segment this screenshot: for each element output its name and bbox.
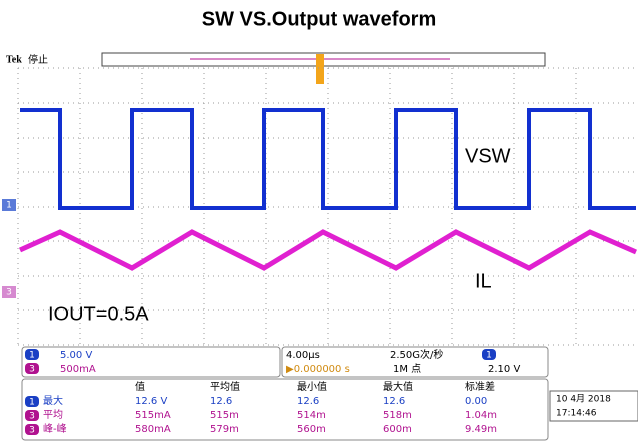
trigger-marker: [316, 54, 324, 84]
trig-level: 2.10 V: [488, 364, 520, 375]
column-header: 值: [135, 380, 145, 393]
row-name: 峰-峰: [43, 423, 67, 435]
timebase: 4.00µs: [286, 350, 320, 361]
date: 10 4月 2018: [556, 394, 611, 405]
cell: 12.6 V: [135, 396, 167, 407]
iout-label: IOUT=0.5A: [48, 303, 149, 325]
cell: 600m: [383, 424, 412, 435]
cell: 12.6: [210, 396, 232, 407]
ch3-scale: 500mA: [60, 364, 96, 375]
column-header: 标准差: [465, 380, 495, 393]
cell: 514m: [297, 410, 326, 421]
page: SW VS.Output waveform Tek 停止 1 3 VSW IL …: [0, 0, 638, 441]
ch1-badge-label: 1: [29, 351, 35, 361]
il-label: IL: [475, 270, 492, 292]
ch1-scale: 5.00 V: [60, 350, 92, 361]
column-header: 最小值: [297, 380, 327, 393]
ch3-badge-label: 3: [29, 365, 35, 375]
row-name: 平均: [43, 409, 63, 421]
cell: 580mA: [135, 424, 171, 435]
il-waveform: [20, 232, 636, 268]
sample-rate: 2.50G次/秒: [390, 348, 443, 361]
cell: 518m: [383, 410, 412, 421]
trigger-position: ▶0.000000 s: [286, 364, 350, 375]
column-header: 最大值: [383, 380, 413, 393]
row-channel: 3: [29, 412, 35, 422]
row-channel: 3: [29, 426, 35, 436]
column-header: 平均值: [210, 380, 240, 393]
cell: 560m: [297, 424, 326, 435]
cell: 0.00: [465, 396, 487, 407]
cell: 579m: [210, 424, 239, 435]
scope-screen: SW VS.Output waveform Tek 停止 1 3 VSW IL …: [0, 0, 638, 441]
record-length: 1M 点: [393, 363, 421, 375]
cell: 515mA: [135, 410, 171, 421]
brand: Tek: [6, 54, 22, 65]
time: 17:14:46: [556, 409, 597, 419]
status: 停止: [28, 53, 48, 66]
trig-channel: 1: [486, 351, 492, 361]
cell: 12.6: [297, 396, 319, 407]
row-channel: 1: [29, 398, 35, 408]
cell: 515m: [210, 410, 239, 421]
row-name: 最大: [43, 394, 63, 407]
ch1-marker-label: 1: [6, 201, 12, 211]
vsw-label: VSW: [465, 145, 511, 167]
ch3-marker-label: 3: [6, 288, 12, 298]
cell: 9.49m: [465, 424, 497, 435]
title: SW VS.Output waveform: [202, 8, 436, 30]
cell: 1.04m: [465, 410, 497, 421]
cell: 12.6: [383, 396, 405, 407]
